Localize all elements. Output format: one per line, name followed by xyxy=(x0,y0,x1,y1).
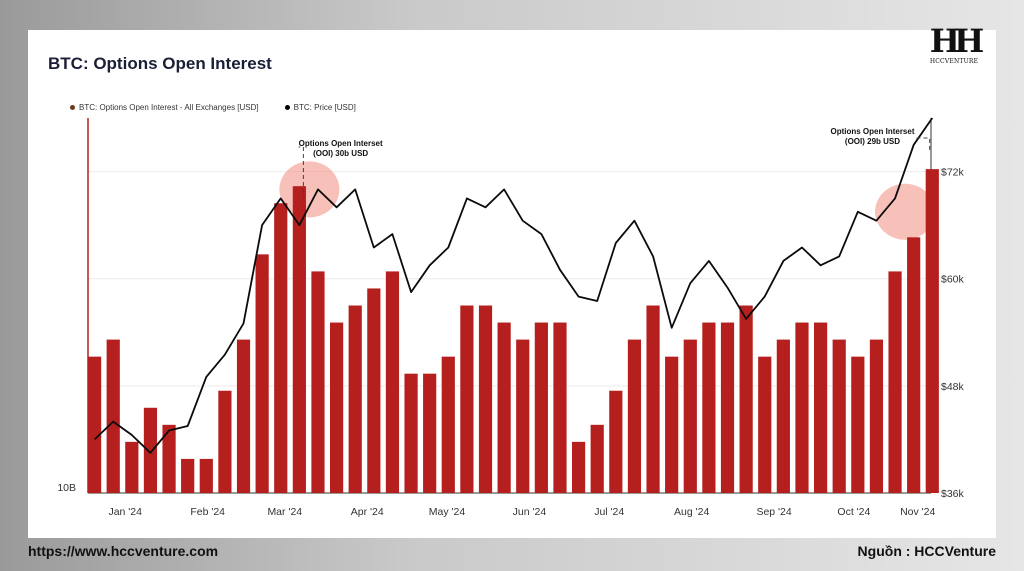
oi-bar xyxy=(348,305,362,493)
y-left-tick-label: 10B xyxy=(57,482,76,494)
oi-bar xyxy=(925,169,939,494)
annotation-line2: (OOI) 29b USD xyxy=(845,137,900,146)
legend-label-open-interest: BTC: Options Open Interest - All Exchang… xyxy=(79,103,259,112)
oi-bar xyxy=(553,322,567,493)
oi-bar xyxy=(385,271,400,493)
legend-label-price: BTC: Price [USD] xyxy=(293,103,356,112)
annotation-line1: Options Open Interset xyxy=(299,139,383,148)
y-right-tick-label: $48k xyxy=(941,381,965,393)
oi-bar xyxy=(460,305,474,493)
oi-bar xyxy=(199,458,213,493)
oi-bar xyxy=(646,305,660,493)
x-tick-label: Mar '24 xyxy=(267,506,302,518)
legend-item-price: BTC: Price [USD] xyxy=(284,103,356,112)
footer-source: Nguồn : HCCVenture xyxy=(857,543,996,559)
annotation-line1: Options Open Interset xyxy=(830,127,914,136)
annotation-leader xyxy=(298,146,304,200)
x-tick-label: Apr '24 xyxy=(351,506,384,518)
logo-mark: HH xyxy=(929,22,984,60)
legend-dot-price xyxy=(284,105,290,110)
oi-bar xyxy=(218,390,232,493)
oi-bar xyxy=(274,203,288,493)
oi-bar xyxy=(795,322,809,493)
oi-bar xyxy=(404,373,418,493)
x-tick-label: Nov '24 xyxy=(900,506,935,518)
x-tick-label: Aug '24 xyxy=(674,506,709,518)
oi-bar xyxy=(423,373,437,493)
x-tick-label: Jul '24 xyxy=(594,506,624,518)
oi-bar xyxy=(758,356,772,493)
chart-legend: BTC: Options Open Interest - All Exchang… xyxy=(70,103,356,112)
x-tick-label: Jun '24 xyxy=(513,506,547,518)
annotation-leader xyxy=(916,137,931,150)
oi-bar xyxy=(869,339,884,493)
price-line xyxy=(93,117,934,454)
oi-bar xyxy=(720,322,735,493)
chart-plot: Jan '24 Feb '24 Mar '24 Apr '24 May '24 Jun '… xyxy=(57,117,965,518)
oi-bar xyxy=(851,356,865,493)
oi-bar xyxy=(571,441,586,493)
chart-title: BTC: Options Open Interest xyxy=(48,54,272,73)
oi-bar xyxy=(516,339,530,493)
oi-bar xyxy=(739,305,753,493)
footer-website: https://www.hccventure.com xyxy=(28,543,219,559)
x-tick-label: May '24 xyxy=(429,506,466,518)
oi-bar xyxy=(627,339,642,493)
oi-bar xyxy=(106,339,120,493)
oi-bar xyxy=(776,339,790,493)
oi-bar xyxy=(590,424,604,493)
oi-bar xyxy=(907,237,921,493)
x-tick-label: Sep '24 xyxy=(756,506,791,518)
oi-bar xyxy=(683,339,697,493)
highlight-circle xyxy=(875,183,936,240)
oi-bar xyxy=(88,356,102,493)
legend-item-open-interest: BTC: Options Open Interest - All Exchang… xyxy=(70,103,259,112)
x-tick-label: Feb '24 xyxy=(190,506,225,518)
y-right-tick-label: $60k xyxy=(941,274,965,286)
oi-bar xyxy=(832,339,846,493)
hccventure-logo: HH HCCVENTURE xyxy=(928,22,984,70)
oi-bar xyxy=(888,271,902,493)
oi-bar xyxy=(534,322,548,493)
oi-bar xyxy=(255,254,269,493)
oi-bar xyxy=(236,339,251,493)
oi-bar xyxy=(181,458,195,493)
oi-bar xyxy=(311,271,325,493)
oi-bar xyxy=(702,322,716,493)
legend-dot-open-interest xyxy=(70,105,75,110)
oi-bar xyxy=(813,322,828,493)
oi-bar xyxy=(329,322,344,493)
y-right-tick-label: $72k xyxy=(941,167,965,179)
oi-bar xyxy=(162,424,176,493)
oi-bar xyxy=(292,186,306,493)
oi-bar xyxy=(478,305,493,493)
oi-bar xyxy=(125,441,139,493)
oi-bar xyxy=(441,356,455,493)
x-tick-label: Jan '24 xyxy=(108,506,142,518)
oi-bar xyxy=(143,407,158,493)
annotation-line2: (OOI) 30b USD xyxy=(313,149,368,158)
logo-word: HCCVENTURE xyxy=(929,58,979,65)
oi-bar xyxy=(665,356,679,493)
x-tick-label: Oct '24 xyxy=(837,506,870,518)
oi-bar xyxy=(367,288,381,493)
y-right-tick-label: $36k xyxy=(941,488,965,500)
oi-bar xyxy=(609,390,623,493)
oi-bar xyxy=(497,322,511,493)
chart-card: BTC: Options Open Interest BTC: Options … xyxy=(28,24,996,538)
